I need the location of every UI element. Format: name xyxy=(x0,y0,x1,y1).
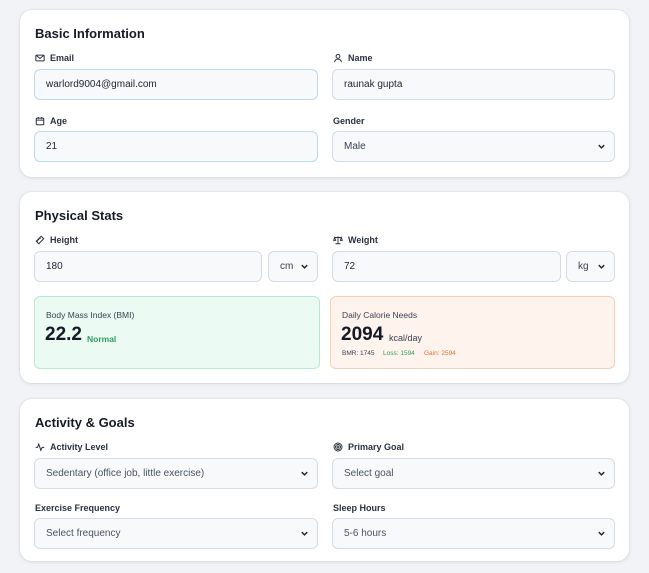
weight-field[interactable]: 72 xyxy=(332,251,561,282)
calorie-value: 2094 xyxy=(341,324,384,345)
chevron-down-icon xyxy=(598,531,605,536)
activity-icon xyxy=(35,442,45,452)
basic-information-card: Basic Information Email warlord9004@gmai… xyxy=(20,10,629,177)
calorie-unit: kcal/day xyxy=(389,333,423,343)
bmr-value: BMR: 1745 xyxy=(342,350,375,357)
calendar-icon xyxy=(35,117,45,126)
section-title-physical: Physical Stats xyxy=(35,208,124,223)
scale-icon xyxy=(333,236,343,245)
gain-value: Gain: 2594 xyxy=(424,350,456,357)
primary-goal-select[interactable]: Select goal xyxy=(332,458,615,489)
bmi-card: Body Mass Index (BMI) 22.2 Normal xyxy=(34,296,320,369)
mail-icon xyxy=(35,54,45,62)
chevron-down-icon xyxy=(301,264,308,269)
target-icon xyxy=(333,442,343,452)
weight-unit-select[interactable]: kg xyxy=(566,251,615,282)
gender-select[interactable]: Male xyxy=(332,131,615,162)
gender-label: Gender xyxy=(333,116,365,126)
section-title-activity: Activity & Goals xyxy=(35,415,135,430)
calorie-label: Daily Calorie Needs xyxy=(342,310,418,320)
height-field[interactable]: 180 xyxy=(34,251,262,282)
age-label: Age xyxy=(35,116,67,126)
physical-stats-card: Physical Stats Height 180 cm Weight 72 k… xyxy=(20,192,629,383)
user-icon xyxy=(334,53,342,63)
chevron-down-icon xyxy=(598,144,605,149)
sleep-hours-label: Sleep Hours xyxy=(333,503,386,513)
chevron-down-icon xyxy=(301,531,308,536)
email-label: Email xyxy=(35,53,74,63)
loss-value: Loss: 1594 xyxy=(383,350,415,357)
section-title-basic: Basic Information xyxy=(35,26,145,41)
sleep-hours-select[interactable]: 5-6 hours xyxy=(332,518,615,549)
chevron-down-icon xyxy=(301,471,308,476)
chevron-down-icon xyxy=(598,264,605,269)
age-field[interactable]: 21 xyxy=(34,131,318,162)
ruler-icon xyxy=(35,235,45,245)
chevron-down-icon xyxy=(598,471,605,476)
name-field[interactable]: raunak gupta xyxy=(332,69,615,100)
exercise-frequency-label: Exercise Frequency xyxy=(35,503,121,513)
primary-goal-label: Primary Goal xyxy=(333,442,404,452)
bmi-label: Body Mass Index (BMI) xyxy=(46,310,135,320)
height-unit-select[interactable]: cm xyxy=(268,251,318,282)
activity-level-label: Activity Level xyxy=(35,442,108,452)
activity-level-select[interactable]: Sedentary (office job, little exercise) xyxy=(34,458,318,489)
email-field[interactable]: warlord9004@gmail.com xyxy=(34,69,318,100)
bmi-status: Normal xyxy=(87,334,117,344)
height-label: Height xyxy=(35,235,78,245)
exercise-frequency-select[interactable]: Select frequency xyxy=(34,518,318,549)
weight-label: Weight xyxy=(333,235,378,245)
calorie-card: Daily Calorie Needs 2094 kcal/day BMR: 1… xyxy=(330,296,615,369)
bmi-value: 22.2 xyxy=(45,324,82,345)
name-label: Name xyxy=(333,53,373,63)
activity-goals-card: Activity & Goals Activity Level Sedentar… xyxy=(20,399,629,561)
